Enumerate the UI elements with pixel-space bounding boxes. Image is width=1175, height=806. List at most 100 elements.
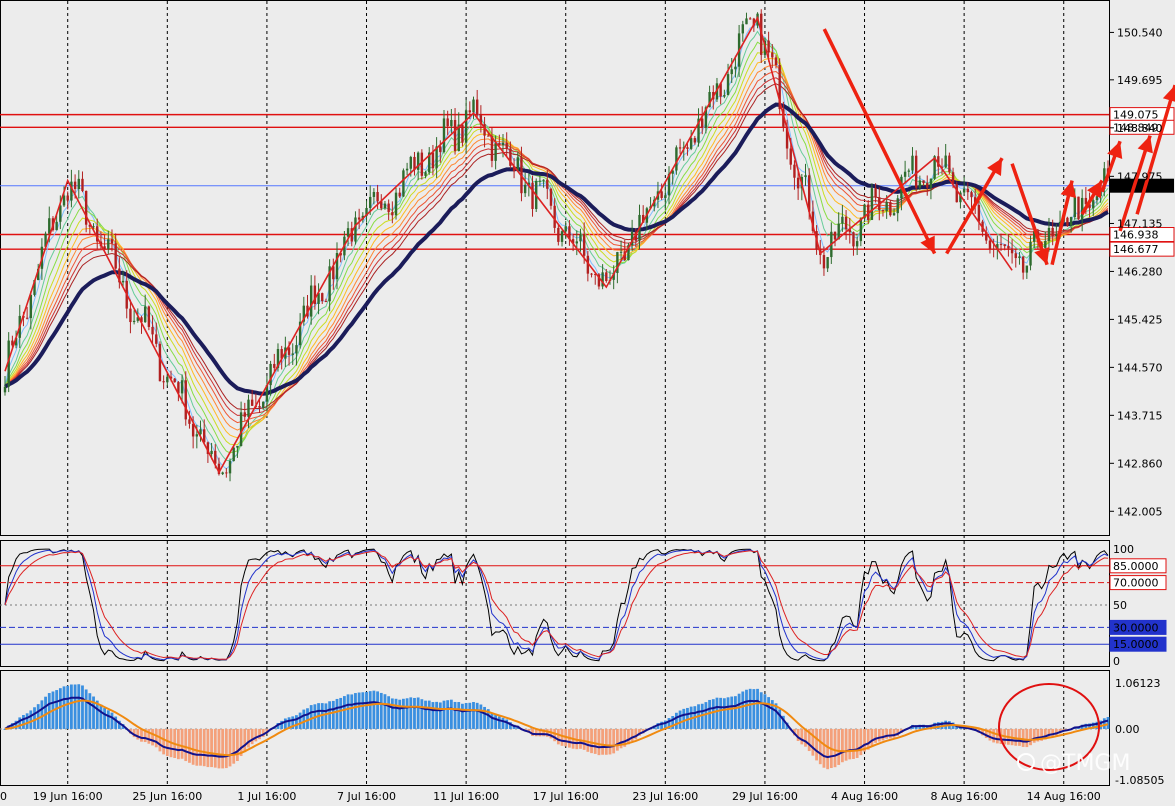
macd-hist-bar — [756, 688, 759, 729]
macd-hist-bar — [1018, 728, 1021, 746]
macd-hist-bar — [615, 728, 619, 751]
candle-body — [405, 168, 409, 171]
macd-hist-bar — [682, 708, 686, 729]
macd-hist-bar — [140, 728, 143, 742]
macd-hist-bar — [704, 702, 708, 729]
macd-hist-bar — [361, 692, 365, 729]
candle-body — [136, 317, 140, 321]
candle-body — [730, 69, 733, 75]
macd-hist-bar — [342, 696, 346, 729]
macd-hist-bar — [722, 698, 726, 729]
macd-hist-bar — [892, 728, 896, 738]
candle-body — [977, 205, 981, 222]
macd-hist-bar — [711, 699, 715, 729]
y-tick-label: 147.975 — [1117, 170, 1163, 183]
x-tick-label: 1 Jul 16:00 — [237, 790, 296, 803]
current-price-tag — [1110, 178, 1174, 193]
y-tick-label: 142.005 — [1117, 505, 1163, 518]
macd-hist-bar — [239, 728, 243, 757]
candle-body — [929, 178, 933, 188]
candle-body — [372, 192, 376, 197]
macd-hist-bar — [84, 689, 88, 729]
macd-hist-bar — [737, 693, 741, 729]
annotation-arrowhead — [1107, 141, 1123, 160]
macd-y-tick-label: 0.00 — [1115, 723, 1140, 736]
candle-body — [195, 434, 199, 437]
macd-hist-bar — [1102, 718, 1106, 729]
macd-hist-bar — [866, 728, 870, 750]
candle-body — [531, 182, 534, 210]
macd-hist-bar — [62, 686, 66, 729]
candle-body — [402, 170, 405, 197]
macd-hist-bar — [1054, 728, 1058, 736]
macd-hist-bar — [402, 698, 405, 729]
candle-body — [575, 241, 578, 244]
candle-body — [158, 343, 162, 382]
candle-body — [874, 188, 877, 198]
macd-hist-bar — [556, 728, 560, 745]
level-tag — [1109, 241, 1175, 257]
macd-hist-bar — [424, 700, 427, 729]
macd-hist-bar — [479, 704, 483, 729]
candle-body — [664, 195, 667, 198]
candle-body — [582, 234, 586, 256]
macd-hist-bar — [213, 728, 217, 768]
stoch-level-tag — [1109, 558, 1167, 574]
x-tick-label: 14 Aug 16:00 — [1027, 790, 1101, 803]
candle-body — [1080, 197, 1084, 220]
candle-body — [1047, 227, 1051, 242]
watermark-text: @TMGM — [1040, 751, 1130, 776]
y-tick-label: 148.840 — [1117, 122, 1163, 135]
candle-body — [1018, 256, 1021, 259]
macd-hist-bar — [3, 728, 7, 730]
candle-body — [490, 136, 494, 161]
candle-body — [450, 119, 453, 127]
candle-body — [350, 228, 353, 242]
candle-body — [33, 280, 36, 295]
macd-hist-bar — [840, 728, 844, 763]
candle-body — [822, 255, 826, 269]
candle-body — [391, 212, 394, 216]
candle-body — [247, 399, 250, 417]
macd-hist-bar — [92, 696, 95, 729]
macd-hist-bar — [147, 728, 151, 744]
level-label: 146.677 — [1113, 243, 1159, 256]
macd-hist-bar — [449, 699, 453, 729]
stoch-level-tag — [1109, 575, 1167, 591]
macd-hist-bar — [612, 728, 616, 754]
candle-body — [1014, 253, 1017, 259]
macd-hist-bar — [933, 722, 937, 729]
stoch-line — [4, 550, 1109, 660]
macd-hist-bar — [870, 728, 874, 746]
candle-body — [339, 253, 342, 256]
candle-body — [686, 147, 689, 149]
stoch-line — [4, 548, 1109, 662]
candle-body — [1029, 241, 1032, 266]
stochastic-panel-frame — [0, 540, 1110, 667]
candle-body — [114, 243, 117, 269]
macd-hist-bar — [837, 728, 841, 765]
candle-body — [107, 239, 110, 249]
candle-body — [701, 118, 704, 128]
candle-body — [896, 198, 899, 214]
x-tick-label: 7 Jul 16:00 — [337, 790, 396, 803]
macd-hist-bar — [247, 728, 250, 748]
candle-body — [641, 214, 645, 223]
macd-hist-bar — [859, 728, 863, 756]
macd-hist-bar — [1029, 728, 1032, 746]
macd-hist-bar — [151, 728, 154, 746]
candle-body — [479, 115, 483, 125]
macd-hist-bar — [634, 728, 638, 740]
macd-hist-bar — [468, 702, 472, 729]
macd-hist-bar — [804, 728, 807, 747]
macd-hist-bar — [398, 699, 402, 729]
level-tag — [1109, 227, 1175, 243]
annotation-arrowhead — [1137, 135, 1153, 154]
candle-body — [365, 207, 368, 216]
candle-body — [538, 180, 542, 182]
candle-body — [586, 255, 590, 274]
watermark-logo: @TMGM — [1017, 751, 1130, 776]
macd-hist-bar — [295, 715, 298, 729]
candle-body — [258, 406, 261, 408]
stochastic-panel: 85.0000 70.0000 30.0000 15.0000 — [0, 548, 1167, 662]
